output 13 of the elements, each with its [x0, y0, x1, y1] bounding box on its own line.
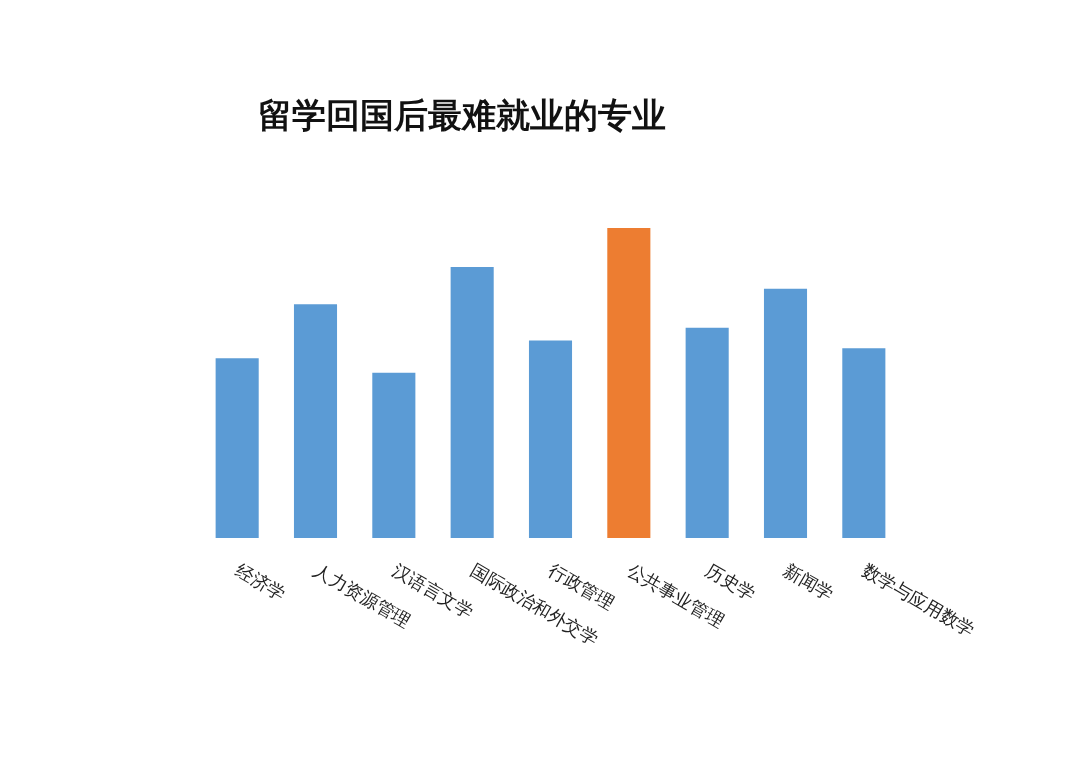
bar [293, 304, 338, 538]
bar [528, 340, 573, 538]
bar [842, 348, 886, 538]
chart-title: 留学回国后最难就业的专业 [258, 95, 666, 135]
bar [607, 228, 651, 538]
bar [450, 267, 494, 538]
bar [763, 288, 808, 538]
bar [685, 327, 729, 538]
x-tick-label: 数学与应用数学 [858, 558, 979, 641]
x-tick-label: 经济学 [231, 558, 290, 605]
bar [215, 358, 259, 538]
bar [372, 372, 416, 538]
x-tick-label: 新闻学 [780, 558, 838, 605]
